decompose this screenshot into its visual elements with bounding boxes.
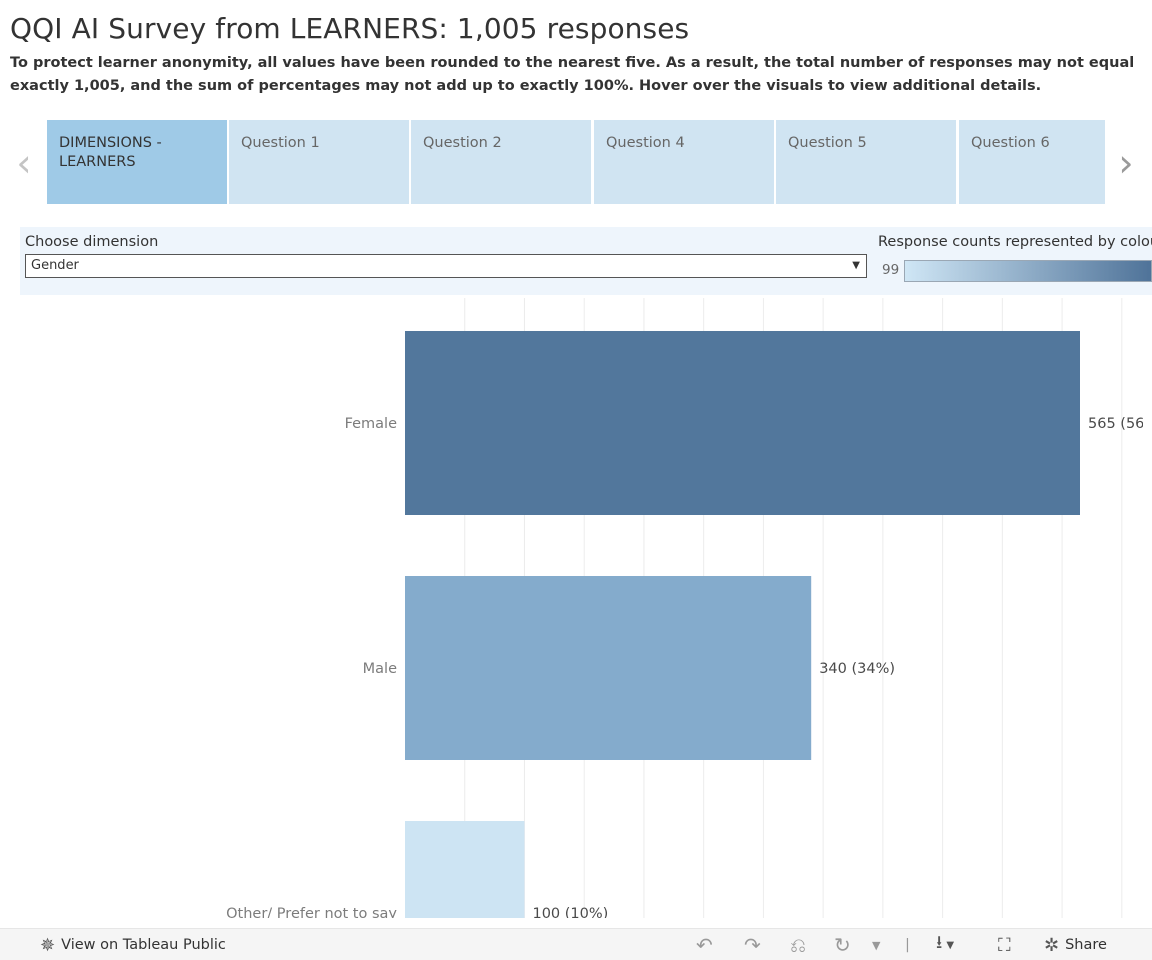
dropdown-arrow-icon: ▼ [852, 260, 860, 271]
category-label: Male [363, 661, 397, 677]
download-icon[interactable]: ⭳ ▼ [936, 932, 955, 953]
bar-male[interactable] [405, 576, 812, 760]
share-icon: ✲ [1044, 934, 1060, 956]
pause-dropdown-icon[interactable]: ▼ [872, 938, 881, 952]
tab-label: Question 4 [606, 135, 685, 151]
view-on-tableau-link[interactable]: ✵ View on Tableau Public [40, 929, 226, 960]
page-title: QQI AI Survey from LEARNERS: 1,005 respo… [10, 12, 690, 45]
dropdown-value: Gender [31, 258, 79, 273]
undo-icon[interactable]: ↶ [696, 933, 713, 957]
tab-question-4[interactable]: Question 4 [594, 120, 774, 204]
fullscreen-icon[interactable]: ⛶ [998, 934, 1011, 956]
bar-other-prefer-not-to-say[interactable] [405, 821, 525, 918]
refresh-icon[interactable]: ↻ [834, 933, 851, 957]
chevron-left-icon[interactable]: ‹ [16, 141, 32, 185]
color-legend-ramp [904, 260, 1152, 282]
tableau-logo-icon: ✵ [40, 934, 56, 956]
category-label: Female [345, 416, 398, 432]
tab-label: Question 5 [788, 135, 867, 151]
value-label: 340 (34%) [819, 661, 895, 677]
redo-icon[interactable]: ↷ [744, 933, 761, 957]
tab-label: Question 6 [971, 135, 1050, 151]
value-label: 565 (56%) [1088, 416, 1152, 432]
share-label: Share [1065, 937, 1107, 953]
tab-label: DIMENSIONS - LEARNERS [59, 135, 162, 170]
legend-min-label: 99 [882, 262, 900, 278]
tab-dimensions-learners[interactable]: DIMENSIONS - LEARNERS [47, 120, 227, 204]
category-label: Other/ Prefer not to say [226, 906, 397, 918]
chevron-right-icon[interactable]: › [1118, 141, 1134, 185]
view-on-tableau-label: View on Tableau Public [61, 937, 226, 953]
bar-chart: Female 565 (56%) Male 340 (34%) Other/ Prefe… [226, 298, 1152, 918]
tab-question-2[interactable]: Question 2 [411, 120, 591, 204]
bottom-toolbar: ✵ View on Tableau Public ↶ ↷ ⎌ ↻ ▼ | ⭳ ▼ … [0, 928, 1152, 960]
tab-label: Question 1 [241, 135, 320, 151]
filter-label: Choose dimension [25, 234, 159, 250]
toolbar-divider: | [905, 937, 910, 953]
page-subtitle: To protect learner anonymity, all values… [10, 55, 1135, 94]
share-button[interactable]: ✲ Share [1044, 929, 1107, 960]
tab-label: Question 2 [423, 135, 502, 151]
tab-question-5[interactable]: Question 5 [776, 120, 956, 204]
dimension-dropdown[interactable]: Gender ▼ [25, 254, 867, 278]
bar-female[interactable] [405, 331, 1080, 515]
legend-title: Response counts represented by colour [878, 234, 1152, 250]
tab-question-1[interactable]: Question 1 [229, 120, 409, 204]
tab-question-6[interactable]: Question 6 [959, 120, 1105, 204]
value-label: 100 (10%) [532, 906, 608, 918]
revert-icon[interactable]: ⎌ [790, 933, 806, 957]
